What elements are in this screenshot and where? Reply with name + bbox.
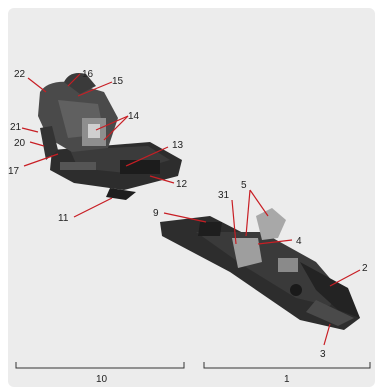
leader-9 <box>163 212 207 223</box>
callout-21: 21 <box>10 122 22 133</box>
leader-15 <box>77 81 113 97</box>
callout-31: 31 <box>218 190 230 201</box>
heel-piece <box>38 73 182 200</box>
callout-2: 2 <box>362 263 368 274</box>
leader-5b <box>245 189 251 237</box>
callout-5: 5 <box>241 180 247 191</box>
callout-15: 15 <box>112 76 124 87</box>
callout-11: 11 <box>58 213 69 224</box>
bracket-label-1: 1 <box>284 374 290 385</box>
toe-piece <box>160 208 360 330</box>
callout-22: 22 <box>14 69 26 80</box>
leader-5a <box>249 189 269 217</box>
leader-31 <box>231 199 237 245</box>
leader-14a <box>95 115 129 131</box>
callout-9: 9 <box>153 208 159 219</box>
callout-4: 4 <box>296 236 302 247</box>
callout-labels: 22 16 15 14 21 20 17 13 12 11 5 31 4 9 2… <box>8 69 368 360</box>
callout-14: 14 <box>128 111 140 122</box>
leader-14b <box>103 115 129 141</box>
callout-17: 17 <box>8 166 20 177</box>
leader-lines <box>21 73 361 346</box>
leader-12 <box>149 175 175 184</box>
bracket-left <box>15 362 185 369</box>
callout-13: 13 <box>172 140 184 151</box>
callout-20: 20 <box>14 138 26 149</box>
leader-16 <box>67 73 81 87</box>
leader-21 <box>21 127 39 133</box>
diagram-panel <box>8 8 375 387</box>
bracket-right <box>203 362 371 369</box>
bracket-label-10: 10 <box>96 374 108 385</box>
leader-2 <box>329 269 361 287</box>
leader-17 <box>23 153 59 167</box>
callout-3: 3 <box>320 349 326 360</box>
leader-13 <box>125 146 169 167</box>
leader-11 <box>73 197 113 218</box>
leader-20 <box>29 141 45 147</box>
leader-3 <box>323 323 331 346</box>
callout-16: 16 <box>82 69 94 80</box>
leader-22 <box>27 77 47 93</box>
leader-4 <box>257 239 293 245</box>
callout-12: 12 <box>176 179 188 190</box>
